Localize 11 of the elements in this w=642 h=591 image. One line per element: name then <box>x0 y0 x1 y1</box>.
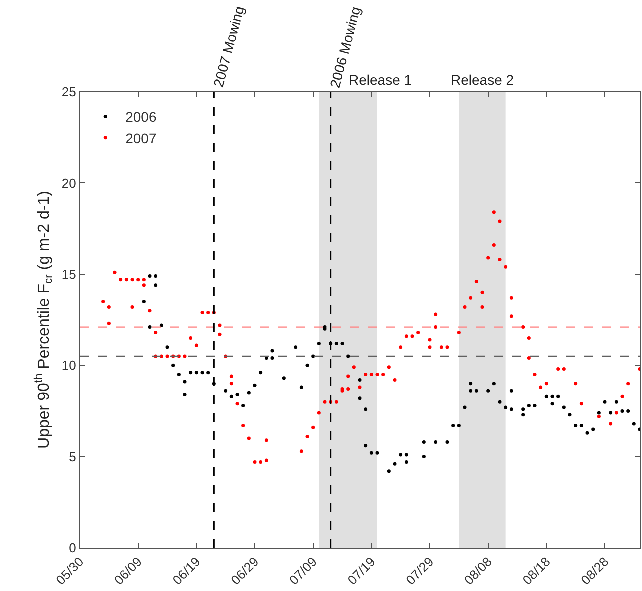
ref-line-label: 2007 Mowing <box>210 4 248 90</box>
legend-label: 2007 <box>126 130 157 146</box>
legend-label: 2006 <box>126 109 157 126</box>
y-tick-label: 0 <box>69 540 76 556</box>
y-tick-label: 20 <box>62 176 76 191</box>
y-tick-label: 10 <box>62 358 76 374</box>
y-tick-label: 25 <box>62 84 76 100</box>
band-label: Release 2 <box>451 72 514 88</box>
band-label: Release 1 <box>349 72 412 88</box>
y-tick-label: 5 <box>69 449 76 464</box>
y-tick-label: 15 <box>62 266 76 282</box>
